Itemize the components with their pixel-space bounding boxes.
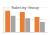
- svg-text:Sales by Group: Sales by Group: [11, 5, 39, 10]
